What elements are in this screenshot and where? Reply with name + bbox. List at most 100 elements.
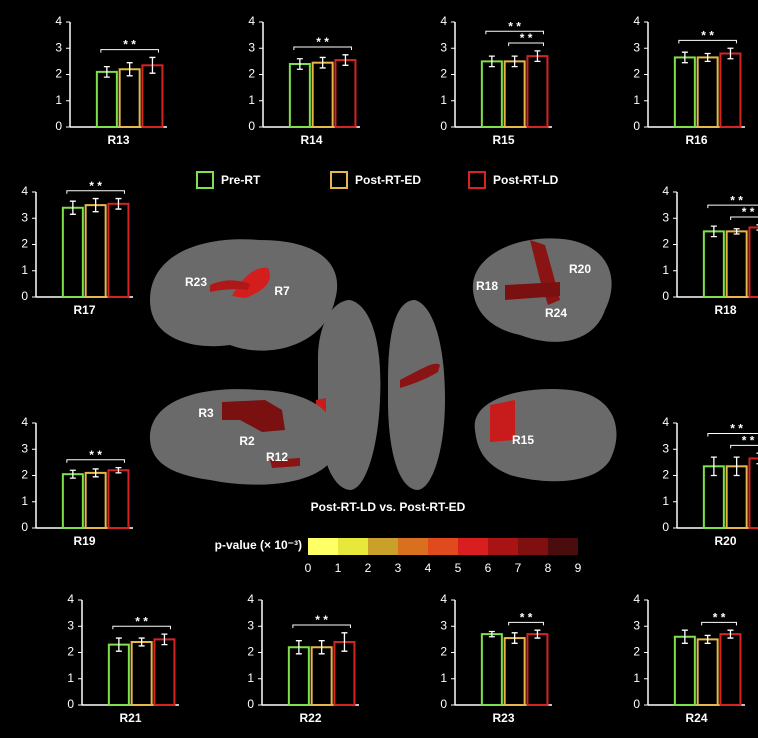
y-tick-label: 1 (67, 671, 74, 685)
y-tick-label: 1 (633, 671, 640, 685)
colorbar-tick-label: 6 (485, 561, 492, 575)
y-tick-label: 1 (662, 263, 669, 277)
y-tick-label: 0 (662, 289, 669, 303)
y-tick-label: 0 (55, 119, 62, 133)
y-tick-label: 0 (247, 697, 254, 711)
colorbar-tick-label: 9 (575, 561, 582, 575)
chart-title: R24 (685, 711, 707, 725)
y-tick-label: 2 (21, 237, 28, 251)
y-tick-label: 1 (662, 494, 669, 508)
y-tick-label: 2 (633, 645, 640, 659)
y-tick-label: 0 (67, 697, 74, 711)
y-tick-label: 3 (440, 40, 447, 54)
legend-swatch (330, 171, 348, 189)
colorbar-tick-label: 1 (335, 561, 342, 575)
colorbar-tick-label: 2 (365, 561, 372, 575)
contrast-title: Post-RT-LD vs. Post-RT-ED (311, 500, 466, 514)
legend-label: Pre-RT (221, 173, 261, 187)
activation (222, 400, 285, 432)
y-tick-label: 3 (247, 618, 254, 632)
y-tick-label: 2 (440, 67, 447, 81)
y-tick-label: 2 (247, 645, 254, 659)
significance-label: * * (135, 614, 148, 628)
y-tick-label: 0 (440, 697, 447, 711)
y-tick-label: 0 (662, 520, 669, 534)
significance-bracket (701, 621, 737, 626)
bar-chart: 0 1 2 3 4 * * R13 (55, 14, 167, 147)
y-tick-label: 3 (248, 40, 255, 54)
error-bar (681, 629, 688, 644)
y-tick-label: 3 (662, 441, 669, 455)
error-bar (296, 58, 303, 70)
error-bar (733, 456, 740, 477)
y-tick-label: 4 (440, 14, 447, 28)
significance-bracket (66, 190, 125, 194)
significance-label: * * (520, 31, 533, 45)
y-tick-label: 1 (440, 671, 447, 685)
y-tick-label: 4 (248, 14, 255, 28)
y-tick-label: 1 (21, 494, 28, 508)
error-bar (318, 640, 325, 655)
activation (210, 280, 250, 292)
activation (270, 458, 300, 468)
region-label: R3 (198, 406, 214, 420)
significance-bracket (112, 625, 171, 630)
significance-bracket (707, 433, 758, 437)
activation (490, 400, 515, 442)
error-bar (115, 637, 122, 652)
error-bar (115, 466, 122, 474)
bar-chart: 0 1 2 3 4 * ** * R15 (440, 14, 552, 147)
legend-label: Post-RT-LD (493, 173, 559, 187)
error-bar (727, 629, 734, 639)
error-bar (681, 51, 688, 64)
error-bar (727, 47, 734, 60)
y-tick-label: 4 (662, 184, 669, 198)
error-bar (69, 469, 76, 479)
error-bar (341, 632, 348, 652)
bar-chart: 0 1 2 3 4 * ** * R20 (662, 415, 758, 548)
significance-bracket (707, 204, 758, 209)
significance-label: * * (730, 193, 743, 207)
region-label: R24 (545, 306, 567, 320)
error-bar (319, 56, 326, 69)
chart-title: R15 (492, 133, 514, 147)
region-label: R23 (185, 275, 207, 289)
y-tick-label: 4 (247, 592, 254, 606)
colorbar-tick-label: 8 (545, 561, 552, 575)
error-bar (69, 200, 76, 215)
y-tick-label: 0 (21, 289, 28, 303)
y-tick-label: 3 (21, 210, 28, 224)
y-tick-label: 4 (633, 14, 640, 28)
significance-label: * * (742, 205, 755, 219)
error-bar (704, 52, 711, 63)
y-tick-label: 0 (440, 119, 447, 133)
bar-chart: 0 1 2 3 4 * * R22 (247, 592, 359, 725)
error-bar (733, 228, 740, 235)
bar-chart: 0 1 2 3 4 * * R14 (248, 14, 360, 147)
y-tick-label: 2 (662, 468, 669, 482)
y-tick-label: 1 (633, 93, 640, 107)
significance-bracket (730, 216, 758, 220)
y-tick-label: 0 (633, 697, 640, 711)
significance-label: * * (701, 29, 714, 43)
y-tick-label: 3 (633, 618, 640, 632)
region-label: R20 (569, 262, 591, 276)
error-bar (534, 50, 541, 63)
y-tick-label: 2 (21, 468, 28, 482)
colorbar-tick-label: 0 (305, 561, 312, 575)
y-tick-label: 3 (440, 618, 447, 632)
significance-label: * * (730, 422, 743, 436)
legend: Pre-RT Post-RT-ED Post-RT-LD (196, 171, 559, 189)
chart-title: R23 (492, 711, 514, 725)
significance-bracket (678, 39, 737, 44)
bar-chart: 0 1 2 3 4 * ** * R18 (662, 184, 758, 317)
y-tick-label: 3 (55, 40, 62, 54)
y-tick-label: 2 (67, 645, 74, 659)
error-bar (342, 54, 349, 66)
colorbar: p-value (× 10⁻³)0 1 2 3 4 5 6 7 8 9 (215, 538, 582, 575)
colorbar-tick-label: 5 (455, 561, 462, 575)
bar (748, 226, 758, 298)
y-tick-label: 4 (633, 592, 640, 606)
error-bar (103, 65, 110, 78)
chart-title: R19 (73, 534, 95, 548)
